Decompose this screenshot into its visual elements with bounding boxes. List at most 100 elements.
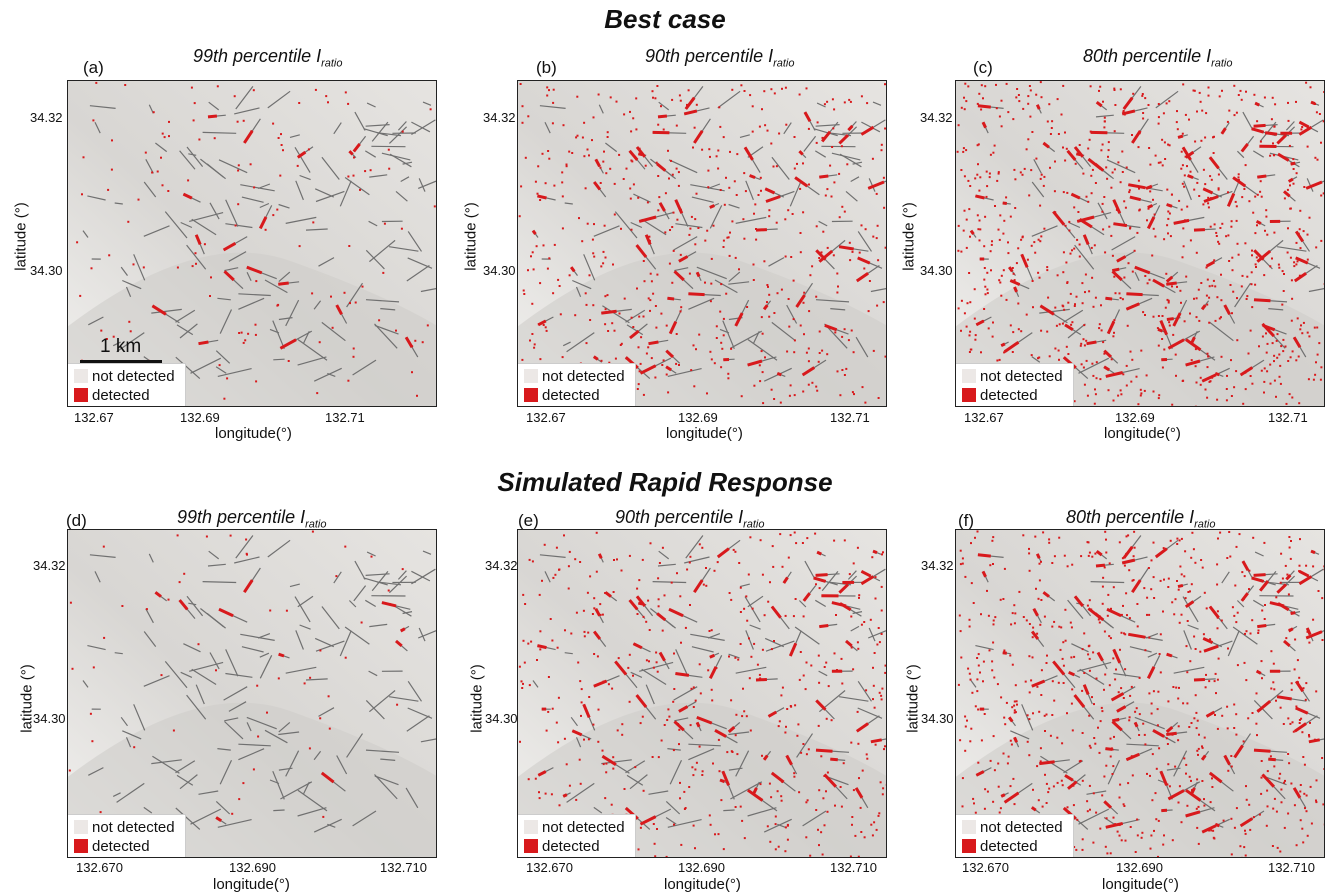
x-tick-label: 132.67 [74,410,114,425]
y-tick-label: 34.32 [483,110,516,125]
legend-swatch-detected [524,839,538,853]
section-title-rapid-response: Simulated Rapid Response [497,467,833,497]
x-tick-label: 132.710 [380,860,427,875]
panel-title-main: 90th percentile I [615,507,744,527]
legend-row-detected: detected [74,837,150,855]
y-axis-label: latitude (°) [18,664,36,733]
x-tick-label: 132.670 [76,860,123,875]
detected-pixels [76,81,436,400]
map-legend: not detected detected [518,814,636,857]
scale-bar-label: 1 km [100,336,142,357]
y-tick-label: 34.30 [485,711,518,726]
x-axis-label: longitude(°) [1104,425,1181,442]
legend-swatch-not-detected [962,369,976,383]
y-tick-label: 34.30 [33,711,66,726]
panel-title-main: 90th percentile I [645,46,774,66]
panel-title-main: 80th percentile I [1066,507,1195,527]
legend-row-detected: detected [962,837,1038,855]
x-tick-label: 132.690 [678,860,725,875]
y-tick-label: 34.32 [33,558,66,573]
x-axis-label: longitude(°) [213,876,290,893]
detected-pixels [518,531,886,857]
legend-label-detected: detected [542,837,600,855]
detected-pixels [68,530,406,855]
hillshade-map: not detected detected [517,80,887,407]
drainage-lines [82,86,436,382]
panel-title-subscript: ratio [743,518,765,531]
x-tick-label: 132.71 [1268,410,1308,425]
map-legend: not detected detected [68,363,186,406]
legend-label-detected: detected [980,386,1038,404]
panel-title: 99th percentile Iratio [177,507,327,531]
x-tick-label: 132.69 [1115,410,1155,425]
legend-label-not-detected: not detected [92,367,175,385]
y-tick-label: 34.32 [920,110,953,125]
legend-row-detected: detected [524,837,600,855]
map-legend: not detected detected [518,363,636,406]
x-tick-label: 132.670 [962,860,1009,875]
panel-title-subscript: ratio [1194,518,1216,531]
y-axis-label: latitude (°) [900,202,918,271]
y-tick-label: 34.32 [30,110,63,125]
x-tick-label: 132.710 [830,860,877,875]
legend-swatch-not-detected [74,369,88,383]
y-tick-label: 34.32 [921,558,954,573]
y-tick-label: 34.30 [921,711,954,726]
map-legend: not detected detected [68,814,186,857]
x-axis-label: longitude(°) [666,425,743,442]
x-axis-label: longitude(°) [664,876,741,893]
legend-label-not-detected: not detected [542,818,625,836]
legend-swatch-not-detected [524,369,538,383]
legend-row-not-detected: not detected [524,818,625,836]
x-tick-label: 132.67 [964,410,1004,425]
hillshade-map: 1 km not detected detected [67,80,437,407]
x-axis-label: longitude(°) [1102,876,1179,893]
terrain-layer [956,530,1324,857]
legend-row-not-detected: not detected [962,367,1063,385]
legend-label-not-detected: not detected [980,818,1063,836]
legend-swatch-not-detected [524,820,538,834]
panel-title-subscript: ratio [321,57,343,70]
terrain-layer [518,81,886,406]
panel-title: 80th percentile Iratio [1066,507,1216,531]
legend-swatch-detected [74,388,88,402]
panel-title-main: 99th percentile I [193,46,322,66]
hillshade-map: not detected detected [955,80,1325,407]
x-tick-label: 132.67 [526,410,566,425]
terrain-layer [956,81,1324,406]
legend-label-detected: detected [92,837,150,855]
legend-label-not-detected: not detected [980,367,1063,385]
panel-letter: (a) [83,58,104,77]
y-axis-label: latitude (°) [462,202,480,271]
panel-title-subscript: ratio [1211,57,1233,70]
legend-label-detected: detected [542,386,600,404]
legend-label-not-detected: not detected [542,367,625,385]
legend-row-detected: detected [524,386,600,404]
detected-pixels [518,83,886,406]
legend-label-detected: detected [980,837,1038,855]
x-tick-label: 132.690 [229,860,276,875]
panel-title: 80th percentile Iratio [1083,46,1233,70]
map-legend: not detected detected [956,363,1074,406]
legend-label-not-detected: not detected [92,818,175,836]
panel-title: 90th percentile Iratio [615,507,765,531]
y-axis-label: latitude (°) [904,664,922,733]
panel-title-main: 99th percentile I [177,507,306,527]
map-legend: not detected detected [956,814,1074,857]
panel-letter: (e) [518,511,539,530]
x-tick-label: 132.690 [1116,860,1163,875]
y-axis-label: latitude (°) [468,664,486,733]
detected-pixels [957,530,1324,857]
panel-title-subscript: ratio [305,518,327,531]
legend-row-detected: detected [962,386,1038,404]
panel-letter: (d) [66,511,87,530]
legend-row-detected: detected [74,386,150,404]
legend-row-not-detected: not detected [74,818,175,836]
panel-title: 90th percentile Iratio [645,46,795,70]
y-tick-label: 34.30 [30,263,63,278]
x-tick-label: 132.69 [180,410,220,425]
terrain-layer [68,530,436,857]
hillshade-map: not detected detected [517,529,887,858]
detected-pixels [956,81,1324,406]
panel-title-main: 80th percentile I [1083,46,1212,66]
